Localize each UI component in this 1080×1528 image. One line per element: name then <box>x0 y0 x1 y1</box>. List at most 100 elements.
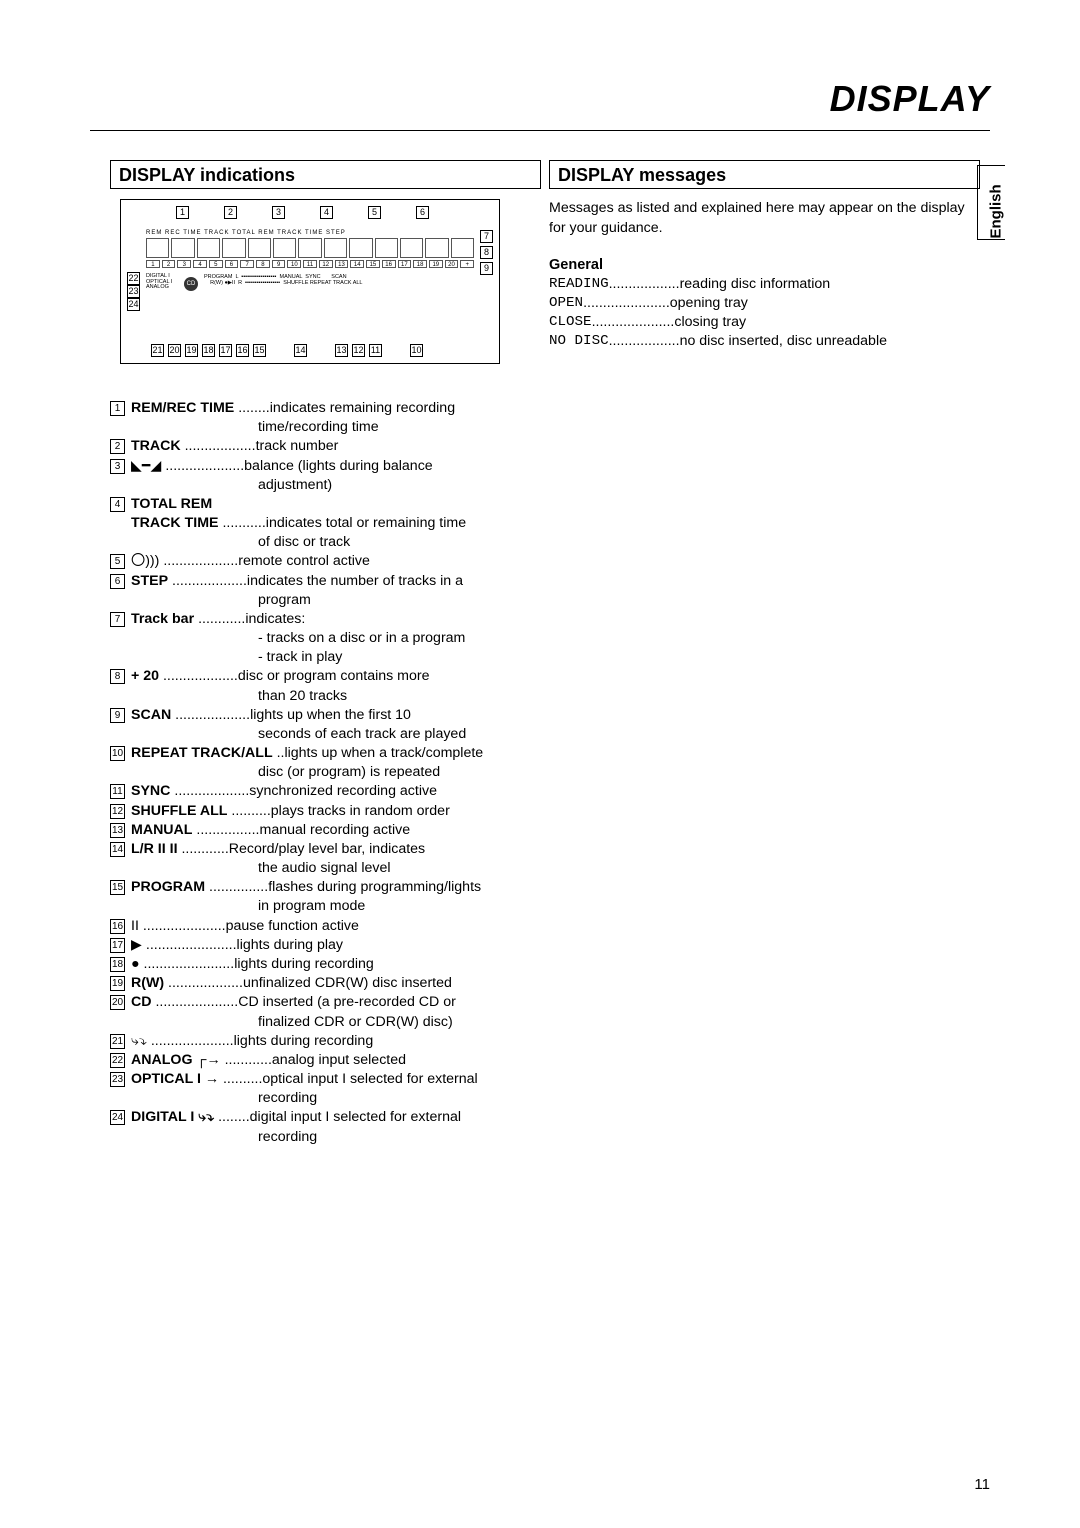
message-code: READING <box>549 275 609 294</box>
indication-row: 11SYNC ...................synchronized r… <box>110 782 541 801</box>
indication-row: 7Track bar ............indicates: <box>110 610 541 629</box>
callout-box-13: 13 <box>335 344 348 357</box>
indication-desc: track number <box>256 438 339 454</box>
indication-continuation: in program mode <box>258 897 541 916</box>
message-row: NO DISC ..................no disc insert… <box>549 332 980 351</box>
messages-intro: Messages as listed and explained here ma… <box>549 199 980 239</box>
indication-desc: remote control active <box>238 553 370 569</box>
indication-number: 20 <box>110 995 125 1010</box>
indication-continuation: recording <box>258 1089 541 1108</box>
indication-continuation: of disc or track <box>258 533 541 552</box>
language-tab: English <box>977 165 1005 240</box>
indication-term: ▶ <box>131 937 142 953</box>
indication-term: TRACK TIME <box>131 515 218 531</box>
indication-term: ANALOG ┌→ <box>131 1052 221 1068</box>
indication-term: ⤷⤵ <box>131 1033 147 1049</box>
indication-term: TRACK <box>131 438 181 454</box>
callout-box-14: 14 <box>294 344 307 357</box>
message-code: NO DISC <box>549 332 609 351</box>
indication-continuation: than 20 tracks <box>258 687 541 706</box>
indication-number: 24 <box>110 1110 125 1125</box>
indication-desc: unfinalized CDR(W) disc inserted <box>243 975 452 991</box>
indication-row: 8+ 20 ...................disc or program… <box>110 667 541 686</box>
callout-box-21: 21 <box>151 344 164 357</box>
indication-continuation: - track in play <box>258 648 541 667</box>
page-title: DISPLAY <box>830 78 990 120</box>
indication-term: + 20 <box>131 668 159 684</box>
callout-box-3: 3 <box>272 206 285 219</box>
indication-row: 15PROGRAM ...............flashes during … <box>110 878 541 897</box>
indication-term: L/R II II <box>131 841 178 857</box>
indication-desc: indicates: <box>245 611 305 627</box>
indication-continuation: - tracks on a disc or in a program <box>258 629 541 648</box>
indication-continuation: disc (or program) is repeated <box>258 763 541 782</box>
indication-term: ● <box>131 956 140 972</box>
indication-desc: optical input I selected for external <box>262 1071 477 1087</box>
indication-term: SYNC <box>131 783 170 799</box>
indication-desc: indicates the number of tracks in a <box>247 573 463 589</box>
callout-box-16: 16 <box>236 344 249 357</box>
indication-continuation: adjustment) <box>258 476 541 495</box>
display-messages-header: DISPLAY messages <box>549 160 980 189</box>
indication-desc: indicates total or remaining time <box>266 515 466 531</box>
indication-number: 17 <box>110 938 125 953</box>
indication-row: 16II .....................pause function… <box>110 917 541 936</box>
indication-number: 15 <box>110 880 125 895</box>
indication-desc: lights during play <box>237 937 343 953</box>
message-desc: closing tray <box>674 313 746 332</box>
indication-desc: plays tracks in random order <box>271 803 450 819</box>
indication-continuation: seconds of each track are played <box>258 725 541 744</box>
indication-number: 13 <box>110 823 125 838</box>
callout-box-18: 18 <box>202 344 215 357</box>
indication-term: DIGITAL I ⤷⤵ <box>131 1109 214 1125</box>
indication-number: 22 <box>110 1053 125 1068</box>
callout-box-10: 10 <box>410 344 423 357</box>
indication-row: 4TOTAL REM <box>110 495 541 514</box>
callout-box-12: 12 <box>352 344 365 357</box>
content: DISPLAY indications 123456 REM REC TIME … <box>110 160 980 1468</box>
indication-number: 7 <box>110 612 125 627</box>
indication-continuation: finalized CDR or CDR(W) disc) <box>258 1013 541 1032</box>
indication-row: 17▶ .......................lights during… <box>110 936 541 955</box>
indication-desc: lights up when a track/complete <box>284 745 483 761</box>
indication-number: 3 <box>110 459 125 474</box>
callout-box-23: 23 <box>127 285 140 298</box>
indication-row: TRACK TIME ...........indicates total or… <box>110 514 541 533</box>
indication-row: 21⤷⤵ .....................lights during … <box>110 1032 541 1051</box>
indication-desc: analog input selected <box>272 1052 406 1068</box>
callout-box-11: 11 <box>369 344 382 357</box>
indication-number: 9 <box>110 708 125 723</box>
indication-desc: flashes during programming/lights <box>268 879 481 895</box>
indication-row: 22ANALOG ┌→ ............analog input sel… <box>110 1051 541 1070</box>
indication-number: 11 <box>110 784 125 799</box>
indication-desc: pause function active <box>226 918 359 934</box>
indication-term: R(W) <box>131 975 164 991</box>
indication-row: 19R(W) ...................unfinalized CD… <box>110 974 541 993</box>
indication-term: Track bar <box>131 611 194 627</box>
indication-desc: lights during recording <box>234 1033 374 1049</box>
indication-desc: digital input I selected for external <box>250 1109 461 1125</box>
indication-term: STEP <box>131 573 168 589</box>
indication-number: 1 <box>110 401 125 416</box>
indication-number: 21 <box>110 1034 125 1049</box>
message-code: CLOSE <box>549 313 592 332</box>
page-number: 11 <box>974 1476 990 1493</box>
indication-term: II <box>131 918 139 934</box>
callout-box-8: 8 <box>480 246 493 259</box>
indication-term: SHUFFLE ALL <box>131 803 227 819</box>
callout-box-15: 15 <box>253 344 266 357</box>
indication-row: 10REPEAT TRACK/ALL ..lights up when a tr… <box>110 744 541 763</box>
indication-number: 10 <box>110 746 125 761</box>
language-tab-label: English <box>988 179 1005 239</box>
indication-row: 9SCAN ...................lights up when … <box>110 706 541 725</box>
indication-number: 5 <box>110 554 125 569</box>
indication-term: REM/REC TIME <box>131 400 234 416</box>
indication-desc: CD inserted (a pre-recorded CD or <box>238 994 456 1010</box>
indication-number: 18 <box>110 957 125 972</box>
message-row: OPEN ......................opening tray <box>549 294 980 313</box>
indication-term: REPEAT TRACK/ALL <box>131 745 273 761</box>
indications-list: 1REM/REC TIME ........indicates remainin… <box>110 399 541 1147</box>
indication-row: 20CD .....................CD inserted (a… <box>110 993 541 1012</box>
indication-continuation: the audio signal level <box>258 859 541 878</box>
indication-desc: manual recording active <box>260 822 411 838</box>
